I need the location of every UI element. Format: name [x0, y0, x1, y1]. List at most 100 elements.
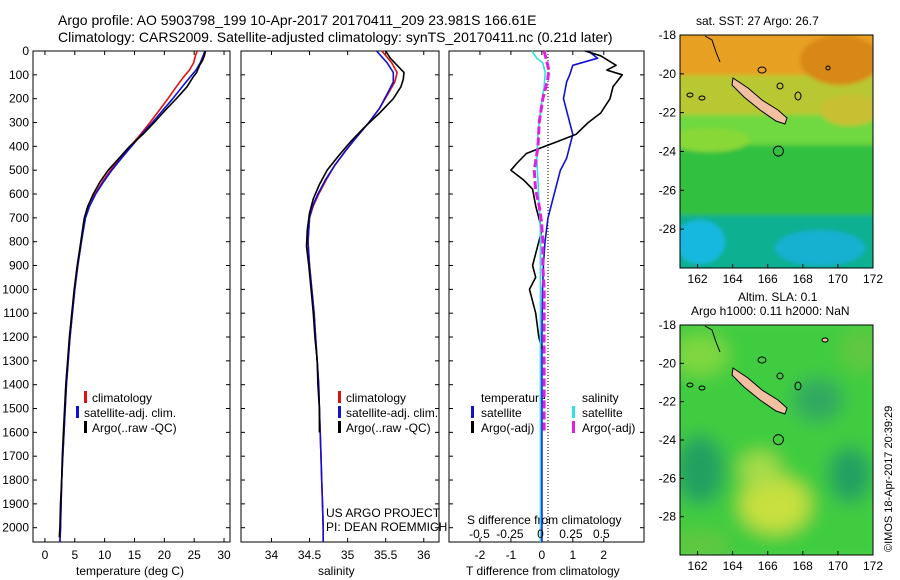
x-tick-label: 15 [128, 548, 142, 562]
map-y-tick-label: -18 [659, 318, 677, 332]
x-tick-label: 0 [539, 548, 546, 562]
depth-tick-label: 400 [9, 139, 29, 153]
legend-swatch-climatology [338, 391, 341, 403]
map-x-tick-label: 164 [723, 559, 743, 573]
sla-map-subtitle: Argo h1000: 0.11 h2000: NaN [691, 304, 850, 318]
sla-field-patch [740, 452, 780, 488]
map-x-tick-label: 170 [828, 272, 848, 286]
x-tick-label: 2 [600, 548, 607, 562]
sla-field-patch [740, 477, 810, 533]
difference-panel-frame [448, 50, 645, 543]
x-tick-label: -2 [475, 548, 486, 562]
figure-title-line1: Argo profile: AO 5903798_199 10-Apr-2017… [58, 12, 536, 28]
legend-label-t-satellite: satellite [481, 406, 522, 420]
series-line-climatology [59, 50, 198, 543]
legend-swatch-climatology [84, 391, 87, 403]
map-x-tick-label: 172 [863, 272, 883, 286]
legend-label-climatology: climatology [346, 391, 406, 405]
map-y-tick-label: -18 [659, 28, 677, 42]
x-tick-label: 30 [217, 548, 231, 562]
t-difference-axis-label: T difference from climatology [466, 564, 620, 578]
island [698, 385, 706, 391]
salinity-panel: US ARGO PROJECT PI: DEAN ROEMMICH [240, 50, 447, 543]
x-tick-label: -1 [506, 548, 517, 562]
depth-tick-label: 1300 [2, 354, 29, 368]
series-line-s-argo-adj- [532, 50, 551, 433]
island [794, 381, 802, 391]
s-tick-label: 0 [537, 527, 544, 541]
legend-label-t-argo: Argo(-adj) [481, 421, 534, 435]
sla-field-patch [840, 328, 873, 372]
x-tick-label: 35.5 [374, 548, 398, 562]
legend-swatch-s-satellite [572, 406, 575, 418]
map-x-tick-label: 162 [688, 272, 708, 286]
series-line-satellite-adj-clim- [59, 50, 206, 543]
sla-field-patch [680, 335, 728, 375]
map-y-tick-label: -28 [659, 222, 677, 236]
x-tick-label: 1 [569, 548, 576, 562]
x-tick-label: 34.5 [298, 548, 322, 562]
island [825, 65, 831, 71]
depth-tick-label: 600 [9, 187, 29, 201]
map-y-tick-label: -20 [659, 356, 677, 370]
sst-map: sat. SST: 27 Argo: 26.7 [679, 14, 874, 269]
depth-tick-label: 1100 [3, 306, 29, 320]
series-line-t-satellite [541, 50, 599, 542]
legend-label-argo: Argo(..raw -QC) [92, 421, 177, 435]
island [794, 91, 802, 101]
credit-label: ©IMOS 18-Apr-2017 20:39:29 [883, 406, 895, 552]
legend-label-satellite: satellite-adj. clim. [84, 406, 176, 420]
map-x-tick-label: 168 [793, 272, 813, 286]
sst-field [680, 35, 873, 268]
depth-tick-label: 100 [9, 68, 29, 82]
s-difference-axis-label: S difference from climatology [467, 513, 622, 527]
island [686, 92, 694, 98]
map-y-tick-label: -26 [659, 471, 677, 485]
depth-tick-label: 200 [9, 92, 29, 106]
depth-tick-label: 300 [9, 116, 29, 130]
legend-label-argo: Argo(..raw -QC) [346, 421, 431, 435]
depth-tick-label: 1800 [2, 473, 29, 487]
depth-tick-label: 1600 [2, 425, 29, 439]
sst-field-patch [800, 35, 873, 85]
x-tick-label: 35 [341, 548, 355, 562]
map-x-tick-label: 166 [758, 272, 778, 286]
sla-coastlines [686, 325, 829, 415]
depth-tick-label: 1000 [2, 282, 29, 296]
new-caledonia-island [731, 367, 788, 415]
vanuatu-coast [704, 325, 721, 353]
island [698, 95, 706, 101]
legend-label-s-argo: Argo(-adj) [582, 421, 635, 435]
depth-tick-label: 800 [9, 235, 29, 249]
argo-position-marker [772, 434, 784, 446]
island [757, 66, 767, 74]
map-x-tick-label: 166 [758, 559, 778, 573]
sst-field-layer [680, 145, 873, 225]
depth-tick-label: 1200 [2, 330, 29, 344]
island [776, 372, 784, 380]
pi-label: PI: DEAN ROEMMICH [326, 520, 447, 534]
chart-marks: 0100200300400500600700800900100011001200… [2, 28, 883, 573]
x-tick-label: 10 [98, 548, 112, 562]
depth-tick-label: 900 [9, 259, 29, 273]
depth-tick-label: 700 [9, 211, 29, 225]
sla-field-patch [793, 378, 843, 422]
difference-legend: temperature satellite Argo(-adj) salinit… [471, 391, 635, 435]
sla-field [680, 325, 873, 555]
map-x-tick-label: 162 [688, 559, 708, 573]
difference-panel: S difference from climatology [448, 50, 645, 543]
series-line-argo-raw-qc- [58, 50, 207, 538]
temperature-legend: climatology satellite-adj. clim. Argo(..… [76, 391, 177, 435]
temperature-axis-label: temperature (deg C) [76, 564, 184, 578]
x-tick-label: 36 [417, 548, 431, 562]
map-x-tick-label: 168 [793, 559, 813, 573]
sst-field-patch [680, 220, 725, 264]
new-caledonia-island [731, 77, 788, 125]
legend-swatch-t-satellite [471, 406, 474, 418]
temperature-panel [32, 50, 231, 543]
map-y-tick-label: -20 [659, 67, 677, 81]
salinity-legend: climatology satellite-adj. clim. Argo(..… [338, 391, 438, 435]
x-tick-label: 20 [158, 548, 172, 562]
depth-tick-label: 1400 [2, 378, 29, 392]
